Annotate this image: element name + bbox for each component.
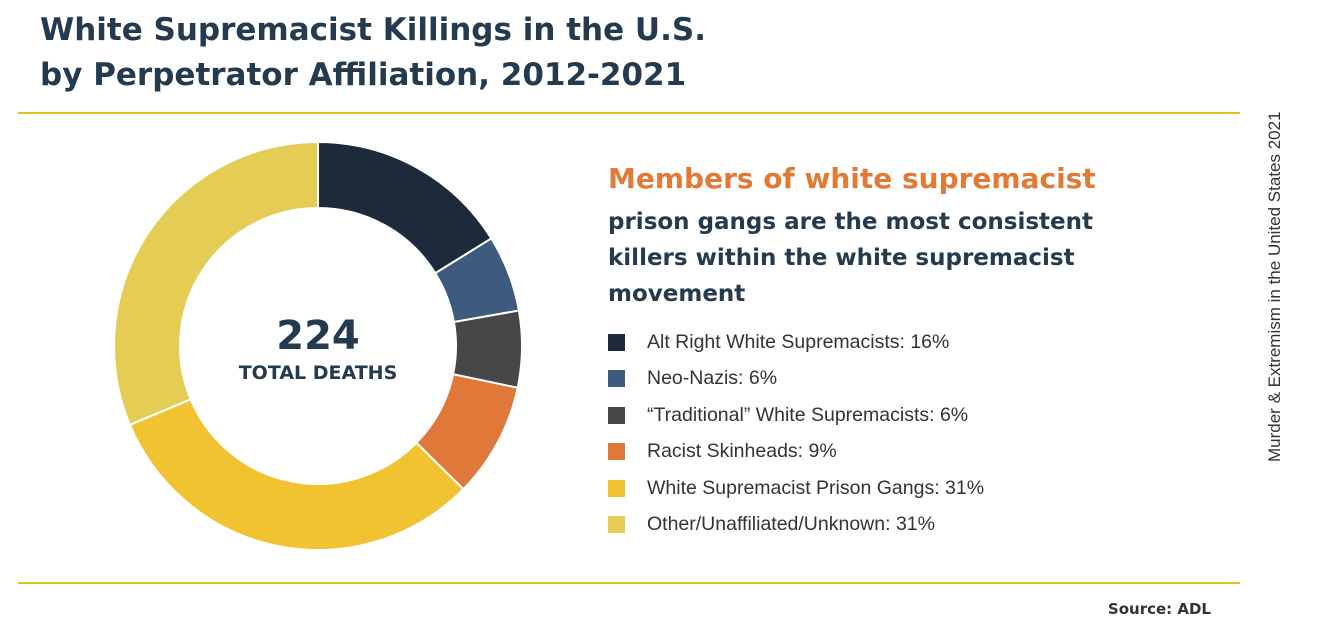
donut-slice-5	[128, 398, 465, 551]
legend-swatch	[608, 370, 625, 388]
chart-title-line-1: White Supremacist Killings in the U.S.	[40, 12, 706, 48]
legend-swatch	[608, 516, 625, 534]
legend-item: Neo-Nazis: 6%	[608, 361, 984, 398]
chart-title: White Supremacist Killings in the U.S. b…	[40, 8, 706, 98]
total-deaths-label: TOTAL DEATHS	[238, 362, 398, 384]
source-note: Source: ADL	[1107, 600, 1211, 618]
legend-item: White Supremacist Prison Gangs: 31%	[608, 470, 984, 507]
legend-label: Neo-Nazis: 6%	[647, 367, 778, 390]
legend-swatch	[608, 406, 625, 424]
headline: Members of white supremacist	[608, 162, 1096, 195]
side-publication-label: Murder & Extremism in the United States …	[1265, 111, 1284, 462]
legend-item: Other/Unaffiliated/Unknown: 31%	[608, 507, 984, 544]
legend-label: White Supremacist Prison Gangs: 31%	[647, 476, 985, 499]
legend-swatch	[608, 333, 625, 351]
bottom-divider	[18, 582, 1240, 584]
legend-swatch	[608, 479, 625, 497]
subheadline-line-2: killers within the white supremacist	[608, 245, 1075, 271]
top-divider	[18, 112, 1240, 114]
legend-swatch	[608, 443, 625, 461]
subheadline-line-1: prison gangs are the most consistent	[608, 209, 1094, 235]
donut-chart	[113, 140, 523, 551]
legend-label: Alt Right White Supremacists: 16%	[647, 330, 950, 353]
legend-label: Racist Skinheads: 9%	[647, 440, 837, 463]
legend-label: “Traditional” White Supremacists: 6%	[647, 403, 969, 426]
subheadline-line-3: movement	[608, 281, 746, 307]
chart-title-line-2: by Perpetrator Affiliation, 2012-2021	[40, 57, 687, 93]
legend-item: Racist Skinheads: 9%	[608, 434, 984, 471]
legend-item: “Traditional” White Supremacists: 6%	[608, 397, 984, 434]
donut-slice-6	[113, 140, 319, 427]
total-deaths-value: 224	[276, 313, 360, 359]
subheadline: prison gangs are the most consistent kil…	[608, 204, 1168, 312]
legend: Alt Right White Supremacists: 16% Neo-Naz…	[608, 324, 984, 543]
legend-label: Other/Unaffiliated/Unknown: 31%	[647, 513, 935, 536]
legend-item: Alt Right White Supremacists: 16%	[608, 324, 984, 361]
